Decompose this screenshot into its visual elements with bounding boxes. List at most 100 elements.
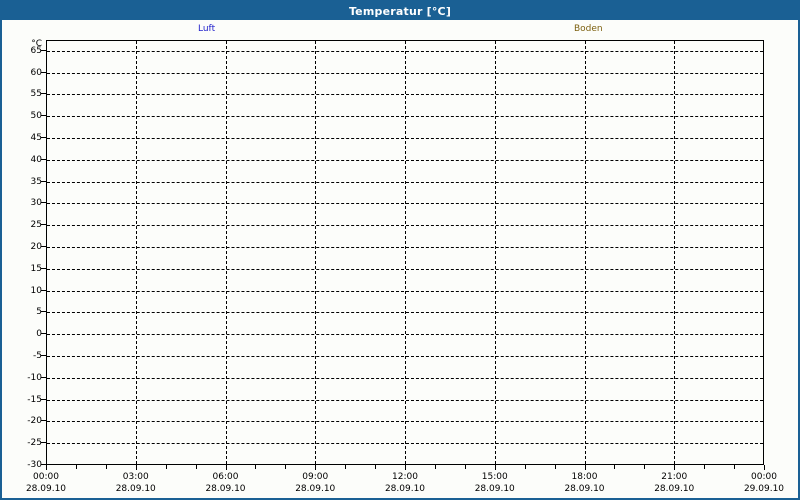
x-axis-minor-tick — [524, 465, 526, 469]
x-axis-labels: 00:00 28.09.10 03:00 28.09.10 06:00 28.09.10 0… — [2, 471, 798, 497]
chart-legend: Luft Boden — [2, 20, 798, 39]
x-axis-tick-time: 00:00 — [751, 472, 777, 482]
x-axis-major-tick — [315, 465, 317, 470]
x-axis-tick-time: 06:00 — [212, 472, 239, 482]
x-axis-tick-time: 00:00 — [33, 472, 59, 482]
y-axis-tick-label: -15 — [27, 394, 42, 405]
x-axis-tick-date: 29.09.10 — [743, 484, 785, 494]
y-axis-tick-label: 65 — [30, 45, 42, 56]
x-axis-tick-time: 15:00 — [481, 472, 508, 482]
x-axis-tick-label: 03:00 28.09.10 — [101, 471, 171, 495]
y-axis-tick-label: 20 — [30, 242, 42, 253]
y-axis-tick — [41, 115, 46, 117]
x-axis-minor-tick — [434, 465, 436, 469]
x-axis-minor-tick — [554, 465, 556, 469]
x-axis-tick-date: 28.09.10 — [474, 484, 515, 494]
y-axis-tick-label: 35 — [30, 176, 42, 187]
y-axis-tick-label: 10 — [30, 285, 42, 296]
page-title: Temperatur [°C] — [348, 4, 452, 18]
x-axis-major-tick — [764, 465, 765, 470]
y-axis-tick-label: 0 — [36, 329, 42, 340]
chart-plot-wrapper: °C 65 60 55 50 45 40 35 30 25 20 15 10 5 0 -5 -10 -15 -20… — [2, 39, 798, 498]
vertical-gridline — [225, 41, 227, 464]
y-axis-tick-label: -5 — [33, 351, 42, 362]
y-axis-tick-label: 15 — [30, 263, 42, 274]
x-axis-tick-date: 28.09.10 — [115, 484, 156, 494]
legend-item-boden[interactable]: Boden — [574, 24, 603, 34]
x-axis-minor-tick — [614, 465, 616, 469]
x-axis-ticks — [46, 465, 765, 471]
x-axis-minor-tick — [195, 465, 197, 469]
y-axis-ticks — [2, 39, 46, 466]
x-axis-tick-time: 21:00 — [661, 472, 688, 482]
x-axis-minor-tick — [165, 465, 167, 469]
x-axis-minor-tick — [375, 465, 377, 469]
x-axis-tick-label: 09:00 28.09.10 — [280, 471, 350, 495]
x-axis-minor-tick — [75, 465, 77, 469]
y-axis-labels: °C 65 60 55 50 45 40 35 30 25 20 15 10 5 0 -5 -10 -15 -20… — [2, 39, 42, 470]
y-axis-tick-label: 45 — [30, 133, 42, 144]
y-axis-tick — [41, 202, 46, 204]
vertical-gridline — [315, 41, 317, 464]
x-axis-minor-tick — [734, 465, 736, 469]
vertical-gridline — [494, 41, 496, 464]
x-axis-tick-date: 28.09.10 — [654, 484, 695, 494]
x-axis-tick-date: 28.09.10 — [384, 484, 426, 494]
y-axis-tick — [41, 333, 46, 335]
x-axis-minor-tick — [105, 465, 107, 469]
x-axis-minor-tick — [345, 465, 347, 469]
x-axis-tick-time: 09:00 — [302, 472, 329, 482]
y-axis-tick-label: 40 — [30, 154, 42, 165]
y-axis-tick — [41, 398, 46, 400]
x-axis-minor-tick — [285, 465, 287, 469]
x-axis-tick-date: 28.09.10 — [205, 484, 246, 494]
y-axis-unit-label: °C — [31, 39, 42, 49]
legend-item-luft[interactable]: Luft — [198, 24, 216, 34]
vertical-gridline — [584, 41, 586, 464]
window-title-bar: Temperatur [°C] — [2, 2, 798, 20]
x-axis-minor-tick — [644, 465, 646, 469]
y-axis-tick-label: -30 — [27, 460, 42, 470]
y-axis-tick-label: 30 — [30, 198, 42, 209]
x-axis-minor-tick — [255, 465, 257, 469]
x-axis-tick-date: 28.09.10 — [564, 484, 605, 494]
x-axis-tick-date: 28.09.10 — [25, 484, 67, 494]
x-axis-tick-label: 21:00 28.09.10 — [639, 471, 709, 495]
y-axis-tick — [41, 289, 46, 291]
y-axis-tick — [41, 376, 46, 378]
y-axis-tick-label: 5 — [36, 307, 42, 318]
x-axis-tick-label: 06:00 28.09.10 — [191, 471, 261, 495]
x-axis-tick-label: 18:00 28.09.10 — [550, 471, 620, 495]
x-axis-major-tick — [674, 465, 676, 470]
vertical-gridline — [674, 41, 676, 464]
y-axis-tick — [41, 49, 46, 51]
x-axis-minor-tick — [464, 465, 466, 469]
y-axis-tick — [41, 224, 46, 226]
y-axis-tick — [41, 158, 46, 160]
vertical-gridline — [405, 41, 406, 464]
x-axis-tick-label: 12:00 28.09.10 — [370, 471, 440, 495]
x-axis-tick-label: 00:00 29.09.10 — [729, 471, 798, 495]
x-axis-major-tick — [405, 465, 406, 470]
vertical-gridline — [135, 41, 137, 464]
y-axis-tick — [41, 180, 46, 182]
y-axis-tick — [41, 71, 46, 73]
y-axis-tick-label: 55 — [30, 89, 42, 100]
y-axis-tick — [41, 93, 46, 95]
y-axis-tick-label: 60 — [30, 67, 42, 78]
x-axis-tick-date: 28.09.10 — [295, 484, 336, 494]
y-axis-tick — [41, 267, 46, 269]
x-axis-tick-label: 00:00 28.09.10 — [11, 471, 81, 495]
plot-area — [46, 40, 764, 465]
y-axis-tick-label: -10 — [27, 372, 42, 383]
x-axis-tick-time: 12:00 — [392, 472, 418, 482]
y-axis-tick — [41, 442, 46, 444]
y-axis-tick-label: -20 — [27, 416, 42, 427]
y-axis-tick-label: 25 — [30, 220, 42, 231]
x-axis-major-tick — [135, 465, 137, 470]
x-axis-tick-label: 15:00 28.09.10 — [460, 471, 530, 495]
y-axis-tick-label: -25 — [27, 438, 42, 449]
x-axis-major-tick — [494, 465, 496, 470]
x-axis-major-tick — [584, 465, 586, 470]
x-axis-major-tick — [46, 465, 47, 470]
